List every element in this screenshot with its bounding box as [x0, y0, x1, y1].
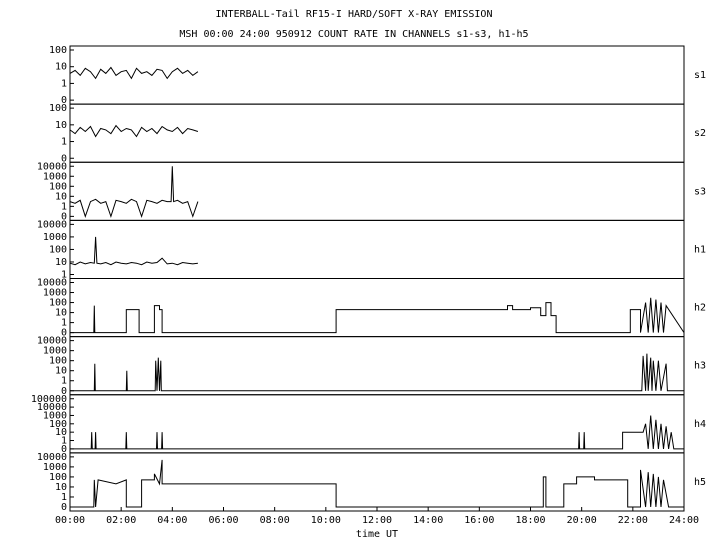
y-tick-label: 10000 [37, 402, 67, 413]
y-tick-label: 0 [61, 95, 67, 106]
x-tick-label: 06:00 [208, 515, 238, 526]
y-tick-label: 1 [61, 492, 67, 503]
y-tick-label: 100 [49, 244, 67, 255]
y-tick-label: 10 [55, 427, 67, 438]
x-tick-label: 20:00 [567, 515, 597, 526]
panel-label: h4 [694, 419, 706, 430]
x-tick-label: 00:00 [55, 515, 85, 526]
panel-frame [69, 45, 685, 105]
series-line [70, 459, 684, 508]
y-tick-label: 1000 [43, 171, 67, 182]
y-tick-label: 1000 [43, 232, 67, 243]
y-tick-label: 100000 [31, 394, 67, 405]
x-tick-label: 14:00 [413, 515, 443, 526]
y-tick-label: 10 [55, 191, 67, 202]
panel-frame [69, 336, 685, 396]
y-tick-label: 0 [61, 153, 67, 164]
x-tick-label: 08:00 [260, 515, 290, 526]
y-tick-label: 1 [61, 137, 67, 148]
y-tick-label: 10 [55, 62, 67, 73]
y-tick-label: 10 [55, 482, 67, 493]
panel-label: h3 [694, 361, 706, 372]
y-tick-label: 10000 [37, 452, 67, 463]
y-tick-label: 100 [49, 419, 67, 430]
y-tick-label: 100 [49, 103, 67, 114]
x-tick-label: 22:00 [618, 515, 648, 526]
y-tick-label: 1000 [43, 462, 67, 473]
series-line [69, 124, 199, 138]
y-tick-label: 1 [61, 436, 67, 447]
series-line [69, 236, 198, 266]
y-tick-label: 0 [61, 502, 67, 513]
y-tick-label: 1000 [43, 346, 67, 357]
chart-title: INTERBALL-Tail RF15-I HARD/SOFT X-RAY EM… [216, 9, 493, 20]
y-tick-label: 10000 [37, 161, 67, 172]
y-tick-label: 10000 [37, 336, 67, 347]
y-tick-label: 10 [55, 120, 67, 131]
series-line [70, 353, 684, 392]
y-tick-label: 0 [61, 328, 67, 339]
chart-subtitle: MSH 00:00 24:00 950912 COUNT RATE IN CHA… [179, 29, 528, 40]
y-tick-label: 100 [49, 181, 67, 192]
series-line [70, 415, 684, 450]
x-tick-label: 02:00 [106, 515, 136, 526]
y-tick-label: 100 [49, 298, 67, 309]
panel-frame [69, 103, 685, 163]
panel-frame [69, 161, 685, 221]
panel-frame [69, 219, 685, 279]
x-axis-label: time UT [356, 529, 398, 540]
y-tick-label: 100 [49, 356, 67, 367]
y-tick-label: 10000 [37, 278, 67, 289]
y-tick-label: 10 [55, 257, 67, 268]
y-tick-label: 10 [55, 308, 67, 319]
y-tick-label: 100 [49, 45, 67, 56]
y-tick-label: 1 [61, 318, 67, 329]
x-tick-label: 16:00 [464, 515, 494, 526]
y-tick-label: 0 [61, 386, 67, 397]
y-tick-label: 0 [61, 444, 67, 455]
series-line [69, 166, 199, 218]
series-line [70, 297, 685, 334]
panel-label: h5 [694, 477, 706, 488]
panel-label: s2 [694, 128, 706, 139]
y-tick-label: 10000 [37, 219, 67, 230]
y-tick-label: 1 [61, 201, 67, 212]
series-line [69, 66, 199, 80]
panel-label: s1 [694, 70, 706, 81]
y-tick-label: 10 [55, 366, 67, 377]
y-tick-label: 1 [61, 78, 67, 89]
x-tick-label: 12:00 [362, 515, 392, 526]
x-tick-label: 04:00 [157, 515, 187, 526]
y-tick-label: 1 [61, 376, 67, 387]
y-tick-label: 0 [61, 211, 67, 222]
x-tick-label: 10:00 [311, 515, 341, 526]
panel-label: h2 [694, 303, 706, 314]
y-tick-label: 100 [49, 472, 67, 483]
panel-label: h1 [694, 244, 706, 255]
panel-label: s3 [694, 186, 706, 197]
x-tick-label: 18:00 [515, 515, 545, 526]
x-tick-label: 24:00 [669, 515, 699, 526]
y-tick-label: 1 [61, 270, 67, 281]
y-tick-label: 1000 [43, 288, 67, 299]
y-tick-label: 1000 [43, 410, 67, 421]
